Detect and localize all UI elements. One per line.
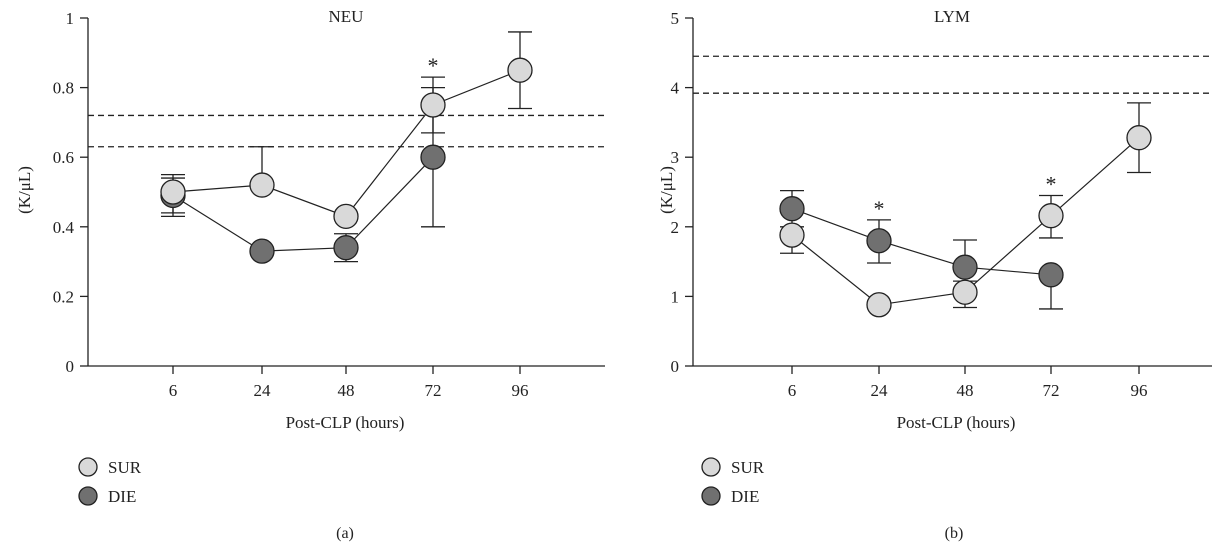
y-tick-label: 1 bbox=[671, 287, 680, 306]
data-point-sur bbox=[1126, 125, 1152, 151]
data-point-sur bbox=[779, 222, 805, 248]
panel-b-y-axis-label: (K/μL) bbox=[657, 166, 676, 214]
data-point-sur bbox=[420, 92, 446, 118]
legend-entry-sur: SUR bbox=[78, 457, 142, 477]
x-tick-label: 72 bbox=[1043, 381, 1060, 400]
panel-a-y-axis-label: (K/μL) bbox=[15, 166, 34, 214]
x-tick-label: 6 bbox=[788, 381, 797, 400]
panel-a-x-axis-label: Post-CLP (hours) bbox=[286, 413, 405, 432]
legend-marker-die bbox=[701, 486, 721, 506]
x-tick-label: 24 bbox=[871, 381, 889, 400]
y-tick-label: 0 bbox=[671, 357, 680, 376]
y-tick-label: 2 bbox=[671, 218, 680, 237]
data-point-die bbox=[249, 238, 275, 264]
legend-marker-die bbox=[78, 486, 98, 506]
data-point-die bbox=[866, 228, 892, 254]
legend-label-sur: SUR bbox=[108, 458, 142, 477]
panel-b: LYM (K/μL) Post-CLP (hours) (b) SUR DIE … bbox=[657, 7, 1212, 542]
data-point-die bbox=[952, 254, 978, 280]
significance-asterisk: * bbox=[428, 53, 439, 78]
legend-marker-sur bbox=[701, 457, 721, 477]
y-tick-label: 0.4 bbox=[53, 218, 75, 237]
x-tick-label: 48 bbox=[338, 381, 355, 400]
data-point-sur bbox=[866, 292, 892, 318]
y-tick-label: 0 bbox=[66, 357, 75, 376]
y-tick-label: 0.8 bbox=[53, 79, 74, 98]
y-tick-label: 3 bbox=[671, 148, 680, 167]
data-point-die bbox=[1038, 262, 1064, 288]
legend-entry-die: DIE bbox=[78, 486, 136, 506]
x-tick-label: 6 bbox=[169, 381, 178, 400]
x-tick-label: 24 bbox=[254, 381, 272, 400]
panel-a-title: NEU bbox=[329, 7, 364, 26]
data-point-sur bbox=[952, 279, 978, 305]
y-tick-label: 1 bbox=[66, 9, 75, 28]
series-line-sur bbox=[172, 69, 521, 218]
x-tick-label: 48 bbox=[957, 381, 974, 400]
legend-entry-sur: SUR bbox=[701, 457, 765, 477]
legend-marker-sur bbox=[78, 457, 98, 477]
legend-entry-die: DIE bbox=[701, 486, 759, 506]
data-point-sur bbox=[507, 57, 533, 83]
y-tick-label: 5 bbox=[671, 9, 680, 28]
panel-b-plot: 0 1 2 3 4 5 6 24 48 72 96 * * bbox=[671, 9, 1212, 400]
x-tick-label: 72 bbox=[425, 381, 442, 400]
legend-label-die: DIE bbox=[108, 487, 136, 506]
panel-b-legend: SUR DIE bbox=[701, 457, 765, 506]
data-point-sur bbox=[1038, 203, 1064, 229]
legend-label-die: DIE bbox=[731, 487, 759, 506]
y-tick-label: 4 bbox=[671, 79, 680, 98]
data-point-sur bbox=[160, 179, 186, 205]
series-line-die bbox=[172, 156, 434, 252]
series-line-die bbox=[791, 208, 1052, 276]
panel-b-title: LYM bbox=[934, 7, 970, 26]
significance-asterisk: * bbox=[874, 196, 885, 221]
y-tick-label: 0.2 bbox=[53, 287, 74, 306]
legend-label-sur: SUR bbox=[731, 458, 765, 477]
panel-a-legend: SUR DIE bbox=[78, 457, 142, 506]
data-point-sur bbox=[249, 172, 275, 198]
panel-a-caption: (a) bbox=[336, 525, 354, 542]
panel-a-plot: 0 0.2 0.4 0.6 0.8 1 6 24 48 72 96 * bbox=[53, 9, 605, 400]
x-tick-label: 96 bbox=[512, 381, 529, 400]
data-point-die bbox=[333, 235, 359, 261]
data-point-die bbox=[779, 196, 805, 222]
y-tick-label: 0.6 bbox=[53, 148, 74, 167]
x-tick-label: 96 bbox=[1131, 381, 1148, 400]
panel-a: NEU (K/μL) Post-CLP (hours) (a) SUR DIE … bbox=[15, 7, 605, 542]
panel-b-caption: (b) bbox=[945, 525, 964, 542]
data-point-sur bbox=[333, 203, 359, 230]
significance-asterisk: * bbox=[1046, 171, 1057, 196]
data-point-die bbox=[420, 144, 446, 170]
panel-b-x-axis-label: Post-CLP (hours) bbox=[897, 413, 1016, 432]
